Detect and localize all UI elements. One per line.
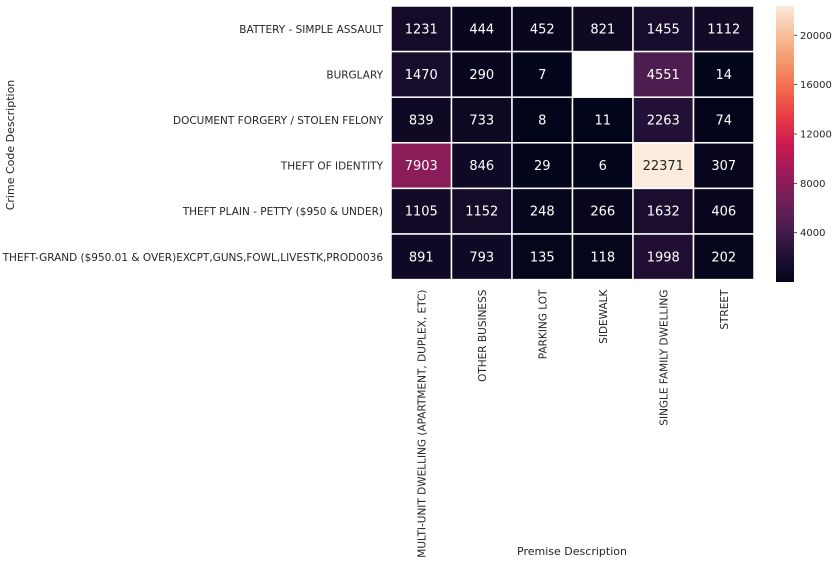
colorbar-tick-label: 12000	[800, 129, 832, 140]
cell-value-label: 74	[715, 114, 732, 129]
cell-value-label: 266	[590, 205, 615, 220]
cell-value-label: 846	[469, 159, 494, 174]
heatmap-cell	[571, 187, 634, 235]
cell-value-label: 202	[711, 250, 736, 265]
colorbar-ticks: 4000 8000 12000 16000 20000	[794, 31, 832, 239]
cell-value-label: 1998	[647, 250, 680, 265]
cell-value-label: 733	[469, 114, 494, 129]
y-tick-label: BURGLARY	[326, 69, 383, 81]
cell-value-label: 1105	[405, 205, 438, 220]
heatmap-cell	[450, 5, 513, 53]
cell-value-label: 7903	[405, 159, 438, 174]
cell-value-label: 821	[590, 22, 615, 37]
heatmap-cell	[390, 142, 453, 190]
y-tick-label: BATTERY - SIMPLE ASSAULT	[239, 24, 383, 36]
cell-value-label: 11	[594, 114, 611, 129]
y-tick-labels: BATTERY - SIMPLE ASSAULT BURGLARY DOCUMENT…	[2, 24, 384, 264]
colorbar-tick-label: 20000	[800, 31, 832, 42]
colorbar	[776, 6, 794, 282]
x-tick-label: OTHER BUSINESS	[477, 289, 489, 382]
cell-value-label: 444	[469, 22, 494, 37]
colorbar-tick-label: 4000	[800, 228, 825, 239]
heatmap-cell	[632, 187, 695, 235]
cell-value-label: 839	[409, 114, 434, 129]
heatmap-cells: 1231 444 452 821 1455 1112 1470 290 7 4551 14 839 73…	[390, 5, 755, 281]
cell-value-label: 793	[469, 250, 494, 265]
cell-value-label: 6	[599, 159, 607, 174]
y-tick-label: DOCUMENT FORGERY / STOLEN FELONY	[173, 115, 384, 127]
cell-value-label: 14	[715, 68, 732, 83]
cell-value-label: 1112	[707, 22, 740, 37]
cell-value-label: 1455	[647, 22, 680, 37]
x-tick-label: PARKING LOT	[537, 289, 549, 359]
x-tick-labels: MULTI-UNIT DWELLING (APARTMENT, DUPLEX, …	[416, 288, 731, 557]
x-axis-label: Premise Description	[517, 545, 627, 558]
cell-value-label: 290	[469, 68, 494, 83]
heatmap-cell	[450, 50, 513, 98]
heatmap-cell	[692, 5, 755, 53]
cell-value-label: 406	[711, 205, 736, 220]
heatmap-cell	[390, 96, 453, 144]
cell-value-label: 2263	[647, 114, 680, 129]
colorbar-tick-label: 8000	[800, 179, 825, 190]
heatmap-cell	[692, 50, 755, 98]
cell-value-label: 248	[530, 205, 555, 220]
cell-value-label: 7	[538, 68, 546, 83]
heatmap-cell	[390, 5, 453, 53]
heatmap-cell	[450, 142, 513, 190]
cell-value-label: 891	[409, 250, 434, 265]
heatmap-cell	[632, 233, 695, 281]
cell-value-label: 452	[530, 22, 555, 37]
heatmap-cell	[511, 142, 574, 190]
heatmap-cell	[571, 142, 634, 190]
cell-value-label: 1152	[465, 205, 498, 220]
heatmap-cell	[692, 142, 755, 190]
heatmap-cell	[450, 233, 513, 281]
cell-value-label: 4551	[647, 68, 680, 83]
heatmap-cell	[692, 96, 755, 144]
x-tick-label: SIDEWALK	[598, 288, 610, 343]
colorbar-tick-label: 16000	[800, 80, 832, 91]
cell-value-label: 29	[534, 159, 551, 174]
heatmap-cell	[632, 50, 695, 98]
heatmap-cell	[511, 96, 574, 144]
cell-value-label: 118	[590, 250, 615, 265]
heatmap-cell	[632, 142, 695, 190]
cell-value-label: 8	[538, 114, 546, 129]
cell-value-label: 1470	[405, 68, 438, 83]
x-tick-label: MULTI-UNIT DWELLING (APARTMENT, DUPLEX, …	[416, 290, 428, 558]
heatmap-cell	[692, 187, 755, 235]
x-tick-label: STREET	[719, 289, 731, 330]
y-axis-label: Crime Code Description	[4, 80, 17, 211]
y-tick-label: THEFT PLAIN - PETTY ($950 & UNDER)	[182, 206, 383, 218]
y-tick-label: THEFT-GRAND ($950.01 & OVER)EXCPT,GUNS,F…	[2, 252, 384, 264]
cell-value-label: 22371	[643, 159, 684, 174]
cell-value-label: 135	[530, 250, 555, 265]
cell-value-label: 1632	[647, 205, 680, 220]
heatmap-cell	[632, 96, 695, 144]
cell-value-label: 1231	[405, 22, 438, 37]
y-tick-label: THEFT OF IDENTITY	[280, 161, 384, 173]
heatmap-cell	[692, 233, 755, 281]
cell-value-label: 307	[711, 159, 736, 174]
x-tick-label: SINGLE FAMILY DWELLING	[658, 290, 670, 426]
